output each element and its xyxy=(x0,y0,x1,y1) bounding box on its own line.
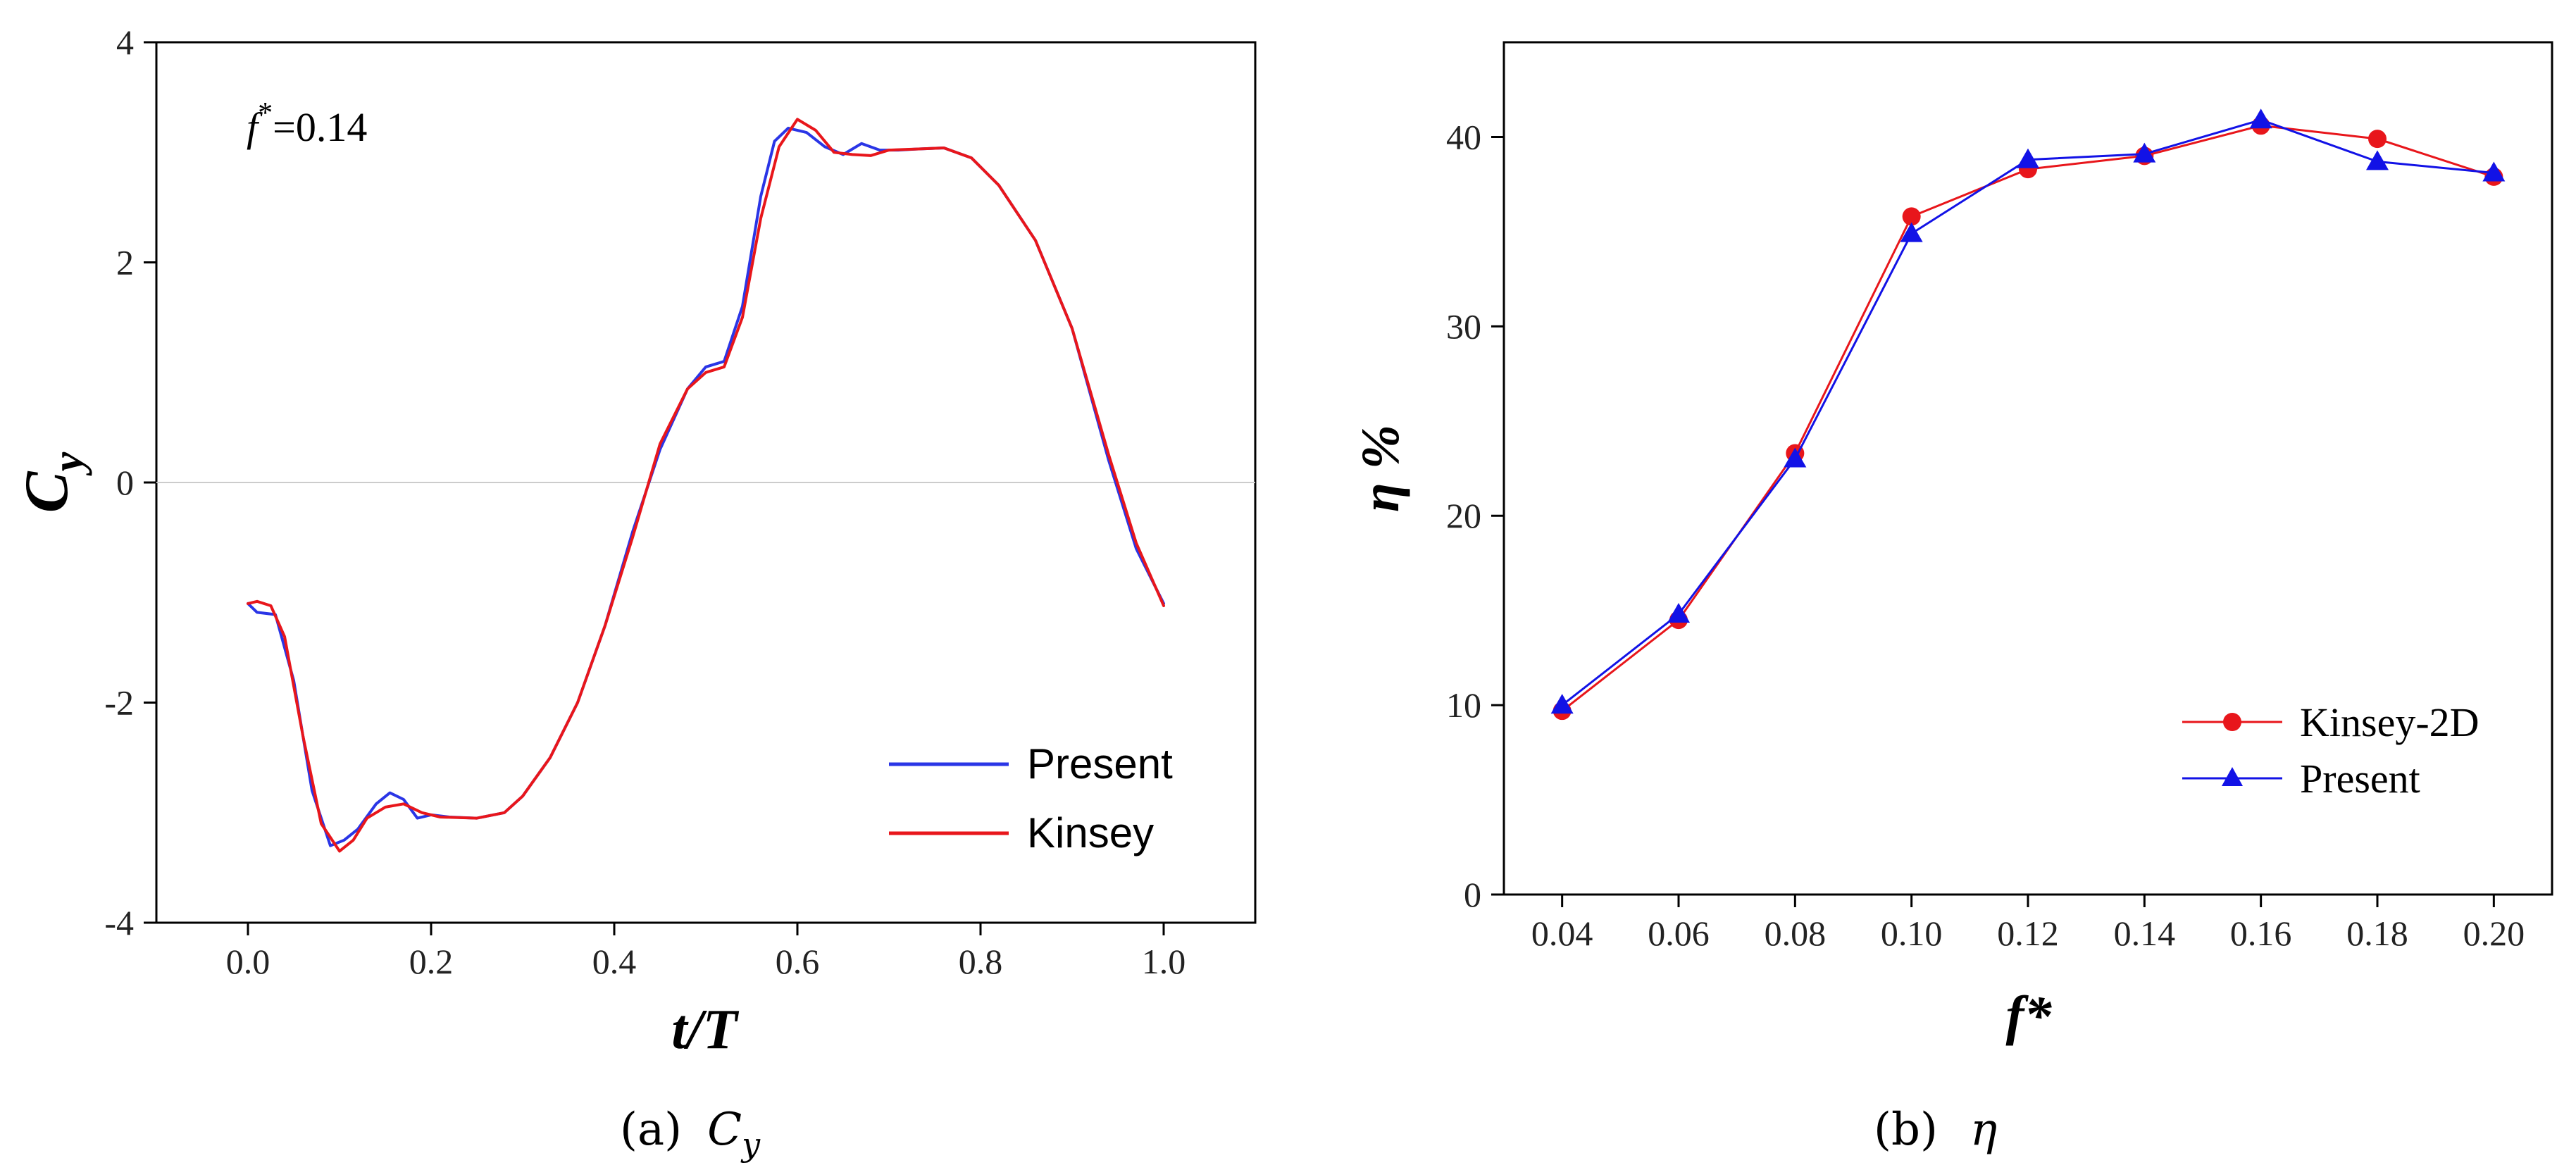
panel-b-caption-letter: (b) xyxy=(1874,1104,1938,1156)
panel-a-xtick-label: 0.6 xyxy=(776,942,820,981)
panel-a-xtick-label: 0.2 xyxy=(409,942,454,981)
panel-b-legend: Kinsey-2D Present xyxy=(2182,699,2479,802)
panel-b-xtick-label: 0.04 xyxy=(1531,914,1593,953)
panel-a-series xyxy=(247,118,1165,853)
panel-b-ytick-label: 20 xyxy=(1446,496,1481,535)
panel-b-ytick-label: 10 xyxy=(1446,685,1481,725)
panel-a-ytick-label: 4 xyxy=(116,23,134,62)
panel-b-caption-symbol: η xyxy=(1970,1104,1997,1156)
panel-b-series-line-kinsey-2d xyxy=(1561,124,2495,712)
panel-b-point-present xyxy=(1900,222,1923,242)
panel-b-ticks: 0.04 0.06 0.08 0.10 0.12 0.14 0.16 0.18 0.20 0 10 2… xyxy=(1446,117,2525,953)
panel-b-xtick-label: 0.06 xyxy=(1648,914,1710,953)
panel-b-point-present xyxy=(1784,447,1807,468)
panel-a-legend-label-kinsey: Kinsey xyxy=(1027,809,1154,856)
panel-a-caption-symbol: C xyxy=(707,1104,742,1156)
panel-a-xlabel: t/T xyxy=(671,999,739,1061)
panel-b-legend-label-present: Present xyxy=(2300,756,2420,802)
panel-a-ytick-label: -4 xyxy=(104,903,134,942)
panel-b-legend-label-kinsey-2d: Kinsey-2D xyxy=(2300,699,2479,745)
panel-a-annotation: f*=0.14 xyxy=(247,97,367,150)
panel-b-xtick-label: 0.08 xyxy=(1765,914,1827,953)
panel-b-point-present xyxy=(2133,142,2156,163)
panel-b-eta-chart: 0.04 0.06 0.08 0.10 0.12 0.14 0.16 0.18 0.20 0 10 2… xyxy=(1351,41,2553,1156)
panel-a-cy-chart: 0.0 0.2 0.4 0.6 0.8 1.0 -4 -2 0 2 4 Cy t/T f*=0.14… xyxy=(13,23,1257,1164)
panel-a-ytick-label: 2 xyxy=(116,243,134,282)
panel-a-ylabel: Cy xyxy=(13,451,92,513)
panel-b-xtick-label: 0.14 xyxy=(2114,914,2176,953)
panel-a-caption-letter: (a) xyxy=(620,1104,682,1156)
panel-b-point-kinsey-2d xyxy=(1902,207,1921,226)
panel-b-xtick-label: 0.10 xyxy=(1881,914,1943,953)
panel-b-ylabel: η % xyxy=(1351,425,1410,512)
panel-b-xtick-label: 0.12 xyxy=(1997,914,2059,953)
panel-b-ytick-label: 0 xyxy=(1464,875,1481,914)
panel-a-xtick-label: 0.8 xyxy=(959,942,1003,981)
panel-b-point-kinsey-2d xyxy=(2368,130,2387,149)
panel-b-xlabel: f* xyxy=(2006,985,2053,1046)
panel-a-legend-label-present: Present xyxy=(1027,740,1173,787)
panel-a-annotation-sup: * xyxy=(258,97,273,130)
panel-b-ytick-label: 30 xyxy=(1446,306,1481,346)
panel-b-legend-marker-kinsey-2d xyxy=(2223,713,2241,731)
panel-b-point-present xyxy=(2366,150,2389,170)
panel-b-point-present xyxy=(2017,148,2039,168)
panel-a-xtick-label: 1.0 xyxy=(1142,942,1186,981)
panel-b-series xyxy=(1550,108,2506,721)
panel-b-caption: (b) η xyxy=(1874,1104,1997,1156)
panel-b-legend-marker-present xyxy=(2222,767,2243,786)
panel-a-xtick-label: 0.4 xyxy=(592,942,637,981)
panel-a-annotation-value: =0.14 xyxy=(273,104,367,150)
panel-a-ytick-label: 0 xyxy=(116,463,134,502)
panel-b-xtick-label: 0.16 xyxy=(2230,914,2292,953)
panel-a-xtick-label: 0.0 xyxy=(226,942,270,981)
panel-b-point-present xyxy=(1550,694,1574,714)
panel-a-ylabel-main: C xyxy=(13,471,81,513)
panel-a-ticks: 0.0 0.2 0.4 0.6 0.8 1.0 -4 -2 0 2 4 xyxy=(104,23,1186,981)
panel-b-xtick-label: 0.18 xyxy=(2346,914,2408,953)
panel-b-point-present xyxy=(2482,161,2506,182)
panel-a-legend: Present Kinsey xyxy=(889,740,1173,856)
panel-a-series-line-kinsey xyxy=(247,118,1165,853)
panel-a-series-line-present xyxy=(247,126,1165,847)
panel-a-caption-sub: y xyxy=(740,1126,761,1164)
panel-a-ytick-label: -2 xyxy=(104,683,134,723)
panel-b-ytick-label: 40 xyxy=(1446,117,1481,156)
panel-b-point-present xyxy=(1667,603,1690,623)
panel-a-caption: (a) Cy xyxy=(620,1104,761,1164)
panel-b-point-present xyxy=(2249,108,2272,129)
panel-b-xtick-label: 0.20 xyxy=(2463,914,2525,953)
panel-b-series-line-present xyxy=(1561,118,2495,706)
